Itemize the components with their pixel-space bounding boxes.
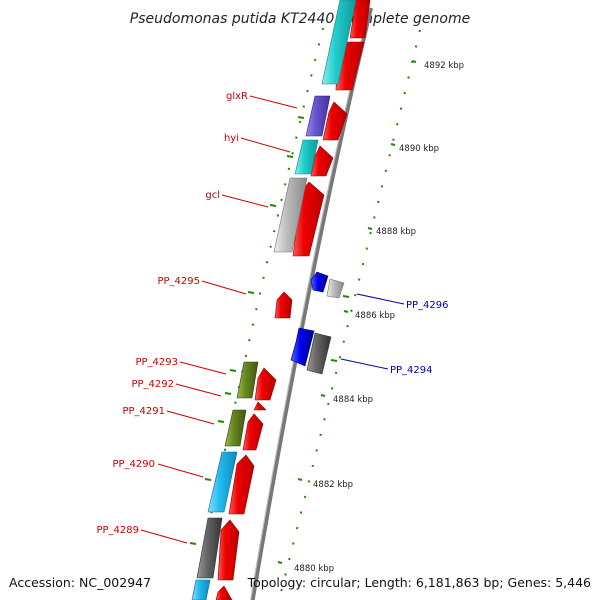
cds-forward[interactable]: [254, 367, 277, 401]
scale-label: 4880 kbp: [294, 564, 334, 574]
cds-forward[interactable]: [242, 413, 264, 451]
cds-olive[interactable]: [224, 409, 247, 447]
cds-purple[interactable]: [305, 95, 331, 137]
cds-forward[interactable]: [349, 0, 371, 39]
scale-label: 4884 kbp: [333, 395, 373, 405]
scale-label: 4886 kbp: [355, 311, 395, 321]
scale-label: 4890 kbp: [399, 144, 439, 154]
gene-label[interactable]: PP_4290: [112, 459, 155, 470]
scale-labels: 4892 kbp 4890 kbp 4888 kbp 4886 kbp 4884…: [294, 61, 464, 574]
cds-sky[interactable]: [191, 579, 211, 600]
cds-sky[interactable]: [207, 451, 238, 513]
gene-label[interactable]: PP_4289: [96, 525, 139, 536]
cds-forward[interactable]: [253, 401, 267, 411]
label-leaders-right: [340, 293, 405, 370]
cds-gray-dark[interactable]: [196, 517, 223, 579]
gene-label[interactable]: gcl: [205, 190, 220, 201]
gene-label[interactable]: PP_4295: [157, 276, 200, 287]
cds-cyan[interactable]: [294, 139, 319, 175]
major-ticks: [277, 60, 417, 564]
backbone-line: [250, 7, 373, 600]
gene-labels-left: glxR hyi gcl PP_4295 PP_4293 PP_4292 PP_…: [96, 91, 248, 536]
scale-label: 4892 kbp: [424, 61, 464, 71]
cds-olive[interactable]: [236, 361, 259, 399]
forward-feature-track: [191, 0, 357, 600]
outer-tick-ring: [277, 29, 421, 600]
cds-forward[interactable]: [228, 454, 255, 515]
gene-label[interactable]: PP_4296: [406, 300, 449, 311]
scale-label: 4888 kbp: [376, 227, 416, 237]
cds-gray-light[interactable]: [273, 177, 308, 253]
gene-position-marks: [189, 116, 350, 545]
accession-text: Accession: NC_002947: [9, 575, 151, 590]
cds-forward[interactable]: [310, 145, 334, 177]
scale-label: 4882 kbp: [313, 480, 353, 490]
cds-forward[interactable]: [274, 291, 293, 319]
label-leaders-left: [140, 95, 298, 544]
gene-label[interactable]: PP_4294: [390, 365, 433, 376]
gene-label[interactable]: PP_4293: [135, 357, 178, 368]
cds-reverse-blue[interactable]: [310, 271, 329, 293]
topology-text: Topology: circular; Length: 6,181,863 bp…: [247, 575, 591, 590]
cds-forward[interactable]: [322, 101, 348, 141]
cds-cyan[interactable]: [321, 0, 357, 85]
genome-title: Pseudomonas putida KT2440, complete geno…: [130, 11, 470, 27]
gene-label[interactable]: glxR: [226, 91, 248, 102]
cds-reverse-gray[interactable]: [326, 278, 345, 299]
cds-forward[interactable]: [217, 519, 240, 581]
gene-label[interactable]: PP_4291: [122, 406, 165, 417]
gene-label[interactable]: PP_4292: [131, 379, 174, 390]
gene-labels-right: PP_4296 PP_4294: [390, 300, 449, 376]
cds-reverse-blue[interactable]: [290, 327, 315, 367]
reverse-feature-track: [290, 271, 345, 375]
forward-cds-track: [215, 0, 371, 600]
cds-reverse-gray[interactable]: [306, 332, 332, 375]
gene-label[interactable]: hyi: [224, 133, 239, 144]
cds-forward[interactable]: [215, 585, 233, 600]
